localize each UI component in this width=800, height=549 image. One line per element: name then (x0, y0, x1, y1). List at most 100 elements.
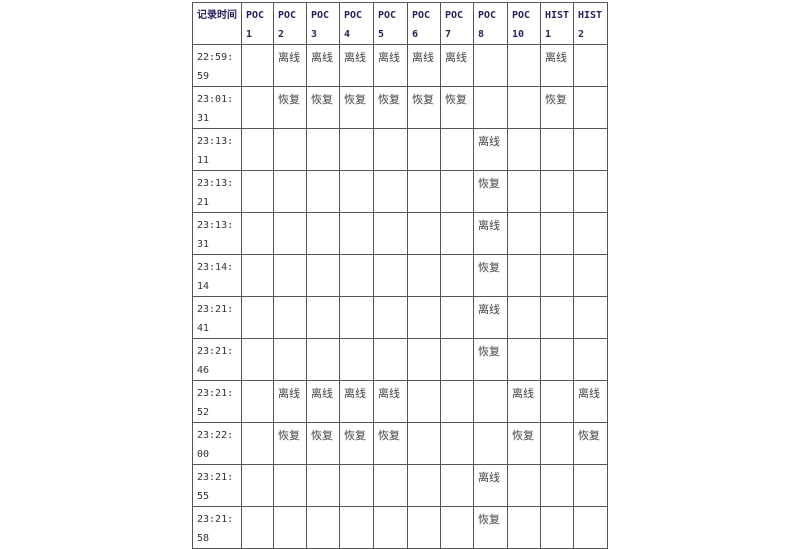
timestamp-cell: 22:59:59 (192, 44, 242, 87)
status-cell: 离线 (473, 464, 508, 507)
status-cell (573, 464, 608, 507)
timestamp-cell: 23:22:00 (192, 422, 242, 465)
status-cell (339, 212, 374, 255)
header-cell: POC 3 (306, 2, 340, 45)
status-cell: 恢复 (339, 422, 374, 465)
status-cell: 恢复 (373, 422, 408, 465)
status-cell (273, 128, 307, 171)
status-cell (241, 170, 274, 213)
status-cell: 离线 (306, 380, 340, 423)
header-cell: POC 8 (473, 2, 508, 45)
timestamp-cell: 23:21:58 (192, 506, 242, 549)
status-cell (373, 464, 408, 507)
header-record-time: 记录时间 (192, 2, 242, 45)
table-row: 23:21:52 离线 离线 离线 离线 离线 离线 (192, 380, 608, 423)
status-cell (306, 296, 340, 339)
table-row: 23:21:55 离线 (192, 464, 608, 507)
status-cell: 离线 (273, 380, 307, 423)
header-cell: POC 10 (507, 2, 541, 45)
table-row: 23:13:21 恢复 (192, 170, 608, 213)
header-cell: HIST1 (540, 2, 574, 45)
status-cell (407, 506, 441, 549)
status-cell: 离线 (407, 44, 441, 87)
status-cell (407, 170, 441, 213)
status-cell: 离线 (273, 44, 307, 87)
status-cell (440, 380, 474, 423)
status-cell (507, 44, 541, 87)
status-cell (407, 128, 441, 171)
status-cell (540, 212, 574, 255)
status-cell (440, 170, 474, 213)
status-cell: 恢复 (507, 422, 541, 465)
table-row: 23:21:58 恢复 (192, 506, 608, 549)
status-cell (306, 338, 340, 381)
status-cell (273, 464, 307, 507)
status-cell (273, 212, 307, 255)
status-cell (373, 212, 408, 255)
status-cell (241, 422, 274, 465)
status-cell (373, 170, 408, 213)
status-cell (373, 296, 408, 339)
status-cell: 离线 (373, 380, 408, 423)
status-cell (241, 380, 274, 423)
header-cell: HIST2 (573, 2, 608, 45)
status-cell (407, 380, 441, 423)
status-cell (473, 86, 508, 129)
header-cell: POC 2 (273, 2, 307, 45)
status-cell (373, 254, 408, 297)
status-cell (273, 254, 307, 297)
status-cell (507, 254, 541, 297)
timestamp-cell: 23:13:11 (192, 128, 242, 171)
status-cell (540, 464, 574, 507)
status-cell (507, 464, 541, 507)
status-cell (507, 212, 541, 255)
status-cell (241, 86, 274, 129)
status-cell (306, 506, 340, 549)
status-cell (241, 128, 274, 171)
status-cell (573, 128, 608, 171)
status-cell (540, 338, 574, 381)
status-cell (440, 254, 474, 297)
status-cell (507, 296, 541, 339)
table-row: 23:01:31 恢复 恢复 恢复 恢复 恢复 恢复 恢复 (192, 86, 608, 129)
status-cell: 恢复 (339, 86, 374, 129)
status-cell: 离线 (473, 296, 508, 339)
status-cell (573, 296, 608, 339)
status-cell (573, 44, 608, 87)
status-cell: 离线 (473, 212, 508, 255)
table-row: 23:13:31 离线 (192, 212, 608, 255)
status-cell (241, 212, 274, 255)
status-cell (306, 128, 340, 171)
status-cell (507, 170, 541, 213)
status-cell: 恢复 (273, 86, 307, 129)
status-cell (573, 506, 608, 549)
header-cell: POC 6 (407, 2, 441, 45)
status-cell (440, 506, 474, 549)
status-cell (373, 338, 408, 381)
status-cell (507, 506, 541, 549)
status-cell (273, 296, 307, 339)
status-cell (306, 170, 340, 213)
status-cell (273, 338, 307, 381)
status-cell (241, 254, 274, 297)
timestamp-cell: 23:01:31 (192, 86, 242, 129)
status-cell (241, 44, 274, 87)
status-cell (373, 506, 408, 549)
timestamp-cell: 23:21:55 (192, 464, 242, 507)
status-cell (339, 170, 374, 213)
table-row: 22:59:59 离线 离线 离线 离线 离线 离线 离线 (192, 44, 608, 87)
status-cell (339, 506, 374, 549)
status-cell: 离线 (339, 44, 374, 87)
status-cell (473, 422, 508, 465)
status-cell (440, 464, 474, 507)
status-cell (339, 338, 374, 381)
status-cell: 恢复 (373, 86, 408, 129)
status-cell: 离线 (306, 44, 340, 87)
status-cell (507, 86, 541, 129)
status-cell (407, 212, 441, 255)
status-cell (306, 254, 340, 297)
status-cell (306, 464, 340, 507)
status-cell (440, 128, 474, 171)
status-cell (573, 338, 608, 381)
